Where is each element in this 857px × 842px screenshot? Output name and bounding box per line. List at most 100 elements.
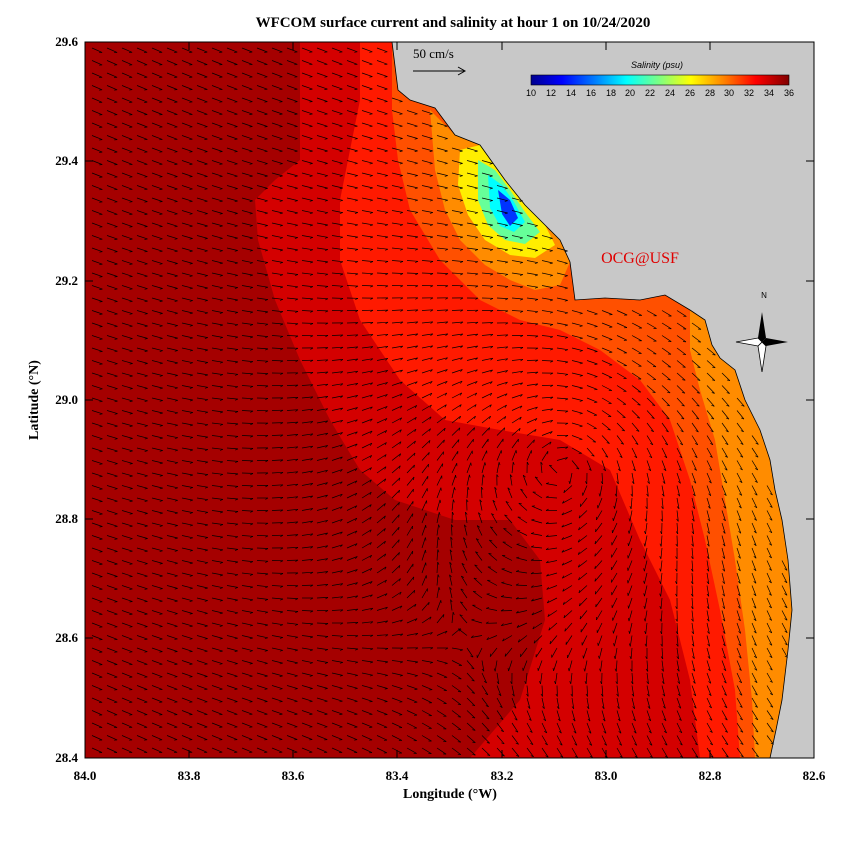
current-vector <box>541 441 552 449</box>
current-vector <box>331 235 343 238</box>
current-vector-head <box>280 573 284 576</box>
current-vector <box>562 497 573 504</box>
current-vector-head <box>144 638 148 640</box>
current-vector <box>661 710 667 721</box>
current-vector-head <box>159 288 163 290</box>
current-vector <box>301 135 313 140</box>
current-vector <box>316 482 328 486</box>
current-vector <box>556 410 569 412</box>
current-vector <box>406 747 417 754</box>
current-vector <box>91 397 103 402</box>
current-vector-head <box>144 500 148 502</box>
current-vector <box>676 460 682 471</box>
current-vector-head <box>144 213 148 215</box>
current-vector-head <box>189 362 193 364</box>
current-vector <box>316 185 328 189</box>
current-vector <box>451 660 462 666</box>
current-vector-head <box>325 545 329 548</box>
current-vector-head <box>144 626 148 628</box>
current-vector <box>481 369 493 374</box>
current-vector-head <box>324 726 328 728</box>
current-vector <box>271 509 284 511</box>
current-vector-head <box>514 718 518 721</box>
current-vector <box>226 160 238 165</box>
current-vector <box>451 747 462 755</box>
current-vector <box>331 685 343 689</box>
current-vector-head <box>738 618 741 622</box>
current-vector <box>271 722 283 728</box>
current-vector-head <box>279 187 283 190</box>
current-vector <box>556 310 568 314</box>
current-vector <box>616 697 620 709</box>
current-vector <box>541 697 545 709</box>
current-vector <box>211 97 223 103</box>
current-vector <box>691 422 699 433</box>
current-vector-head <box>235 498 239 501</box>
current-vector <box>466 235 478 238</box>
current-vector <box>91 147 103 153</box>
current-vector <box>121 360 133 364</box>
current-vector-head <box>445 357 448 360</box>
current-vector <box>541 722 548 734</box>
current-vector <box>181 735 193 741</box>
current-vector <box>301 722 313 728</box>
current-vector <box>271 272 283 276</box>
current-vector-head <box>755 755 759 758</box>
current-vector-head <box>478 512 481 515</box>
current-vector-head <box>483 680 487 684</box>
current-vector-head <box>400 619 403 623</box>
current-vector <box>316 710 328 715</box>
current-vector-head <box>354 212 358 214</box>
current-vector <box>121 260 133 265</box>
current-vector-head <box>189 312 193 315</box>
current-vector-head <box>691 618 694 622</box>
current-vector-head <box>219 536 224 539</box>
current-vector <box>661 347 672 355</box>
current-vector-head <box>645 668 649 672</box>
current-vector <box>661 397 670 407</box>
current-vector-head <box>515 742 519 745</box>
current-vector <box>241 710 253 715</box>
current-vector <box>166 135 178 140</box>
current-vector <box>271 235 283 239</box>
current-vector-head <box>129 251 133 253</box>
current-vector-head <box>691 606 694 610</box>
current-vector <box>316 85 328 90</box>
current-vector-head <box>643 555 645 559</box>
current-vector-head <box>587 718 591 722</box>
current-vector-head <box>355 455 358 459</box>
current-vector <box>421 321 433 324</box>
current-vector <box>706 672 712 684</box>
current-vector-head <box>519 416 522 420</box>
current-vector-head <box>264 650 268 652</box>
current-vector-head <box>249 675 253 678</box>
current-vector <box>121 247 133 252</box>
current-vector-head <box>265 435 269 438</box>
current-vector-head <box>463 537 466 540</box>
current-vector <box>241 197 253 202</box>
current-vector-head <box>515 583 519 586</box>
current-vector <box>286 534 299 536</box>
current-vector <box>271 172 283 177</box>
current-vector <box>136 647 148 653</box>
current-vector <box>436 439 445 449</box>
current-vector-head <box>753 631 757 634</box>
current-vector-head <box>114 338 118 340</box>
current-vector <box>211 672 223 677</box>
current-vector <box>511 747 520 757</box>
current-vector-head <box>325 383 329 387</box>
current-vector <box>136 285 148 290</box>
current-vector-head <box>561 537 564 540</box>
current-vector-head <box>354 224 358 227</box>
current-vector <box>121 235 133 240</box>
current-vector-head <box>474 187 478 190</box>
current-vector-head <box>204 287 208 290</box>
current-vector <box>91 585 103 590</box>
current-vector <box>676 647 679 659</box>
current-vector-head <box>519 262 523 264</box>
current-vector <box>676 410 685 420</box>
current-vector <box>391 465 401 474</box>
current-vector-head <box>594 578 596 582</box>
current-vector-head <box>99 613 103 616</box>
current-vector <box>331 285 344 287</box>
